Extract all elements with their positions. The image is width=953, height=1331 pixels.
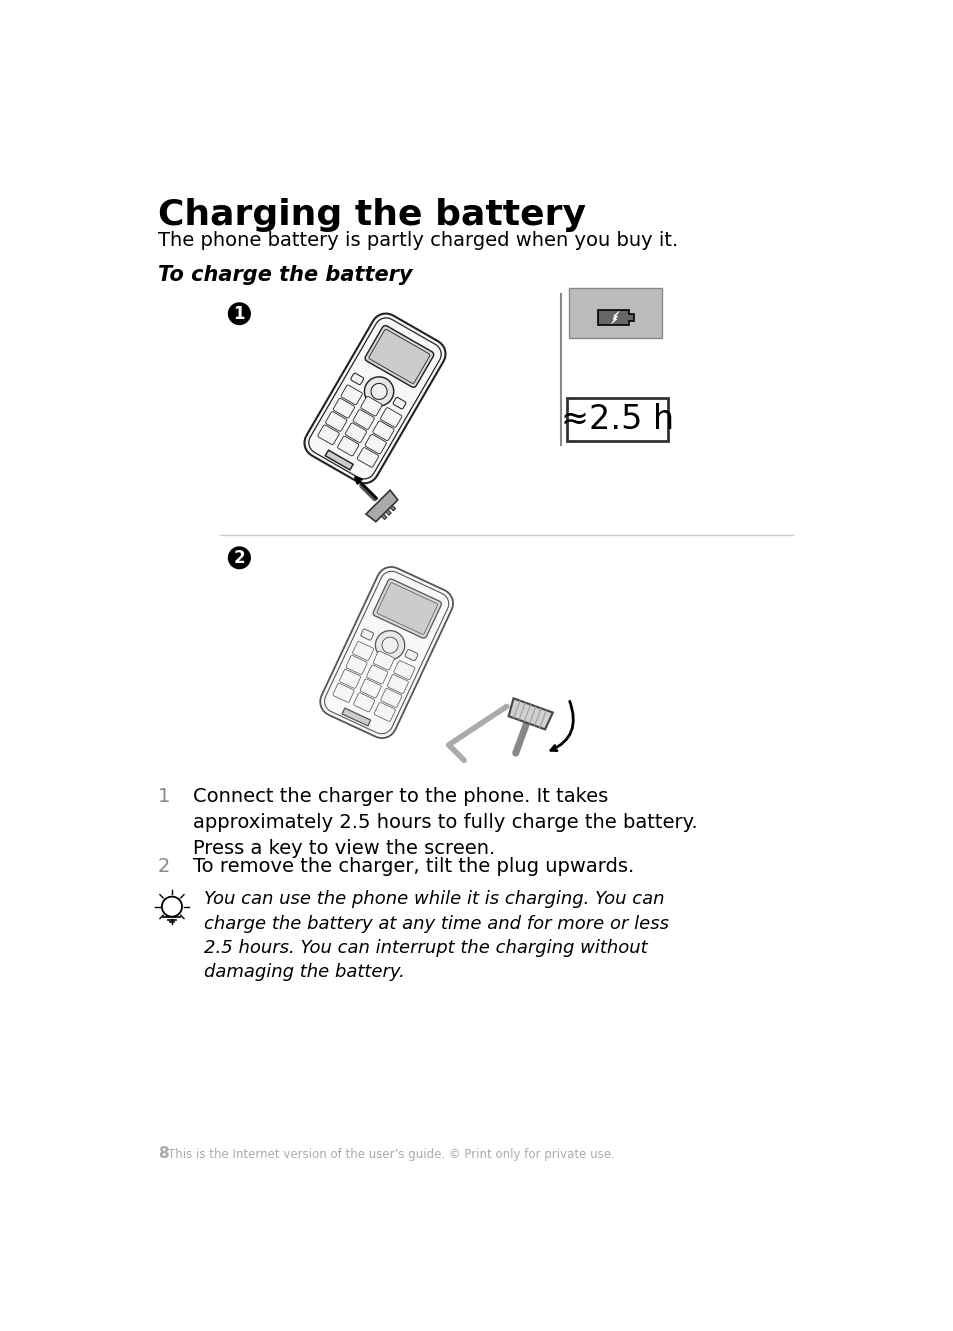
Polygon shape <box>369 329 430 383</box>
Polygon shape <box>385 510 391 515</box>
Polygon shape <box>320 567 453 739</box>
Polygon shape <box>325 450 353 470</box>
Polygon shape <box>360 679 381 697</box>
Polygon shape <box>373 421 394 441</box>
Polygon shape <box>390 506 395 511</box>
Polygon shape <box>333 398 355 418</box>
Text: Connect the charger to the phone. It takes
approximately 2.5 hours to fully char: Connect the charger to the phone. It tak… <box>193 787 697 857</box>
Text: 2: 2 <box>158 857 171 876</box>
Circle shape <box>229 303 250 325</box>
Polygon shape <box>333 683 354 703</box>
Polygon shape <box>381 514 386 519</box>
Polygon shape <box>394 660 415 680</box>
FancyBboxPatch shape <box>568 289 661 338</box>
Polygon shape <box>317 425 338 445</box>
Text: 1: 1 <box>158 787 171 807</box>
Text: To remove the charger, tilt the plug upwards.: To remove the charger, tilt the plug upw… <box>193 857 634 876</box>
Polygon shape <box>341 385 362 405</box>
Polygon shape <box>346 655 367 675</box>
Polygon shape <box>366 666 387 684</box>
Polygon shape <box>360 630 374 640</box>
Text: 1: 1 <box>233 305 245 322</box>
Polygon shape <box>611 311 618 323</box>
Text: You can use the phone while it is charging. You can
charge the battery at any ti: You can use the phone while it is chargi… <box>204 890 669 981</box>
Polygon shape <box>304 314 445 483</box>
Polygon shape <box>342 708 371 725</box>
Polygon shape <box>357 447 378 467</box>
Circle shape <box>229 547 250 568</box>
FancyBboxPatch shape <box>567 398 667 441</box>
Polygon shape <box>366 490 397 522</box>
Polygon shape <box>325 411 347 431</box>
Polygon shape <box>381 638 397 654</box>
Text: This is the Internet version of the user’s guide. © Print only for private use.: This is the Internet version of the user… <box>168 1147 614 1161</box>
Polygon shape <box>345 423 366 443</box>
Polygon shape <box>598 310 633 325</box>
Polygon shape <box>353 410 374 430</box>
Text: To charge the battery: To charge the battery <box>158 265 412 285</box>
Polygon shape <box>374 703 395 721</box>
Polygon shape <box>337 437 358 457</box>
Polygon shape <box>380 688 401 707</box>
Polygon shape <box>339 669 360 688</box>
Polygon shape <box>508 699 553 729</box>
Polygon shape <box>375 631 404 660</box>
Text: The phone battery is partly charged when you buy it.: The phone battery is partly charged when… <box>158 230 678 249</box>
Polygon shape <box>360 397 381 417</box>
Polygon shape <box>387 675 408 693</box>
Polygon shape <box>365 326 434 387</box>
Polygon shape <box>373 651 394 669</box>
Text: 2: 2 <box>233 548 245 567</box>
Polygon shape <box>354 693 375 712</box>
Text: 8: 8 <box>158 1146 169 1161</box>
Polygon shape <box>373 579 441 638</box>
Polygon shape <box>405 650 417 660</box>
Polygon shape <box>351 373 363 385</box>
Polygon shape <box>371 383 387 399</box>
Polygon shape <box>376 583 437 635</box>
Text: ≈2.5 h: ≈2.5 h <box>560 403 674 437</box>
Polygon shape <box>364 377 394 406</box>
Polygon shape <box>380 407 401 427</box>
Polygon shape <box>393 398 405 409</box>
Polygon shape <box>365 434 386 454</box>
Text: Charging the battery: Charging the battery <box>158 198 585 232</box>
Polygon shape <box>353 642 374 660</box>
